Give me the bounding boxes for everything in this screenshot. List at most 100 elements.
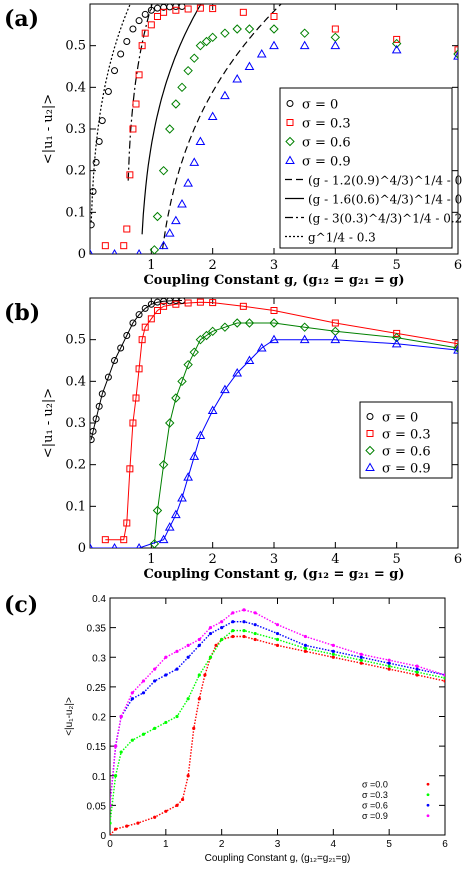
data-point bbox=[120, 242, 128, 250]
legend-marker bbox=[285, 136, 295, 147]
data-point bbox=[207, 405, 218, 414]
data-point bbox=[244, 24, 255, 34]
data-point bbox=[177, 492, 187, 502]
data-point bbox=[101, 242, 109, 250]
x-tick-label: 5 bbox=[393, 258, 401, 273]
y-tick-label: 0.3 bbox=[65, 416, 86, 431]
x-tick-label: 1 bbox=[147, 258, 155, 273]
data-point bbox=[453, 343, 458, 353]
legend-label: (g - 1.2(0.9)^4/3)^1/4 - 0.6 bbox=[308, 174, 463, 188]
data-point bbox=[132, 100, 140, 108]
data-point bbox=[244, 318, 255, 328]
legend-entry: σ = 0 bbox=[286, 98, 338, 113]
data-point bbox=[443, 679, 445, 683]
data-point bbox=[92, 158, 100, 166]
data-point bbox=[164, 228, 175, 237]
data-point bbox=[141, 29, 149, 37]
legend-box bbox=[359, 401, 453, 479]
fit-line-2 bbox=[153, 322, 458, 544]
data-point bbox=[160, 302, 168, 310]
data-point bbox=[101, 536, 109, 544]
data-point bbox=[95, 402, 103, 410]
data-point bbox=[184, 299, 192, 307]
data-point bbox=[177, 198, 187, 208]
data-point bbox=[152, 211, 163, 222]
x-tick-label: 6 bbox=[442, 839, 448, 850]
y-tick-label: 0.05 bbox=[87, 801, 107, 812]
series-3 bbox=[90, 334, 458, 548]
data-point bbox=[92, 415, 100, 423]
data-point bbox=[269, 24, 279, 34]
data-point bbox=[147, 6, 155, 14]
data-point bbox=[220, 90, 230, 100]
legend-marker bbox=[366, 430, 374, 437]
data-point bbox=[136, 248, 142, 254]
series-line bbox=[110, 635, 445, 835]
legend: σ = 0 σ = 0.3 σ = 0.6 σ = 0.9 bbox=[359, 401, 453, 479]
legend-entry: σ = 0 bbox=[366, 411, 418, 426]
panel-2: (c) 0 1 2 3 4 5 6 0 0.05 0.1 0.15 0.2 0.25 0.3 0.35 0.4 C… bbox=[4, 592, 448, 864]
data-point bbox=[147, 21, 155, 29]
data-point bbox=[90, 248, 93, 254]
data-point bbox=[299, 322, 310, 332]
legend-marker bbox=[426, 782, 430, 786]
x-tick-label: 3 bbox=[270, 258, 278, 273]
series-line bbox=[110, 621, 445, 806]
x-tick-label: 4 bbox=[331, 552, 339, 567]
panel-1: (b) 1 2 3 4 5 6 0 0.1 0.2 0.3 0.4 0.5 Coupling Consta… bbox=[4, 297, 462, 582]
y-axis-label: <|u₁ - u₂|> bbox=[41, 388, 56, 458]
data-point bbox=[391, 338, 402, 348]
data-point bbox=[195, 136, 206, 145]
legend-label: σ =0.6 bbox=[362, 800, 388, 810]
data-point bbox=[90, 221, 95, 229]
data-point bbox=[183, 472, 193, 481]
x-tick-label: 6 bbox=[454, 258, 462, 273]
legend-entry: (g - 1.2(0.9)^4/3)^1/4 - 0.6 bbox=[285, 174, 463, 188]
data-point bbox=[141, 323, 149, 331]
data-point bbox=[183, 178, 193, 187]
data-point bbox=[195, 334, 206, 345]
data-point bbox=[195, 40, 206, 51]
data-point bbox=[239, 302, 247, 310]
data-point bbox=[220, 28, 230, 38]
fit-line-1 bbox=[105, 301, 458, 541]
legend-box bbox=[279, 87, 453, 249]
x-tick-label: 1 bbox=[163, 839, 169, 850]
data-point bbox=[98, 117, 106, 125]
data-point bbox=[138, 336, 146, 344]
data-point bbox=[189, 53, 199, 63]
data-point bbox=[391, 332, 402, 343]
data-point bbox=[117, 344, 125, 352]
y-tick-label: 0.5 bbox=[65, 39, 86, 54]
data-point bbox=[207, 32, 218, 43]
data-point bbox=[117, 50, 125, 58]
legend-label: σ = 0 bbox=[382, 411, 418, 426]
series-0 bbox=[90, 4, 186, 229]
data-point bbox=[126, 465, 134, 473]
data-point bbox=[299, 334, 310, 344]
data-point bbox=[123, 332, 131, 339]
data-point bbox=[147, 300, 155, 308]
data-point bbox=[453, 51, 458, 60]
data-point bbox=[196, 4, 204, 12]
panel-label: (c) bbox=[4, 592, 38, 618]
legend-entry: σ = 0.9 bbox=[365, 462, 431, 477]
data-point bbox=[129, 125, 137, 133]
series-2 bbox=[149, 318, 458, 548]
legend: σ =0.0σ =0.3σ =0.6σ =0.9 bbox=[362, 779, 430, 821]
data-point bbox=[453, 49, 458, 59]
series-0 bbox=[90, 298, 186, 444]
data-point bbox=[209, 5, 217, 13]
data-point bbox=[207, 111, 218, 120]
legend-label: σ = 0.9 bbox=[382, 462, 431, 477]
legend-label: σ = 0.3 bbox=[302, 117, 351, 132]
legend-label: σ =0.3 bbox=[362, 790, 388, 800]
data-point bbox=[209, 299, 217, 307]
plot-area bbox=[90, 298, 458, 548]
data-point bbox=[183, 359, 193, 370]
data-point bbox=[453, 345, 458, 354]
data-point bbox=[90, 436, 95, 444]
x-tick-label: 5 bbox=[393, 552, 401, 567]
data-point bbox=[98, 390, 106, 398]
